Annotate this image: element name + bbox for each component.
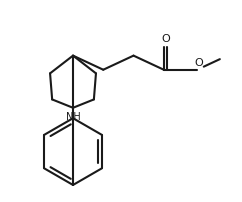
Text: NH: NH [66,112,80,122]
Text: O: O [161,34,170,44]
Text: O: O [195,58,204,68]
